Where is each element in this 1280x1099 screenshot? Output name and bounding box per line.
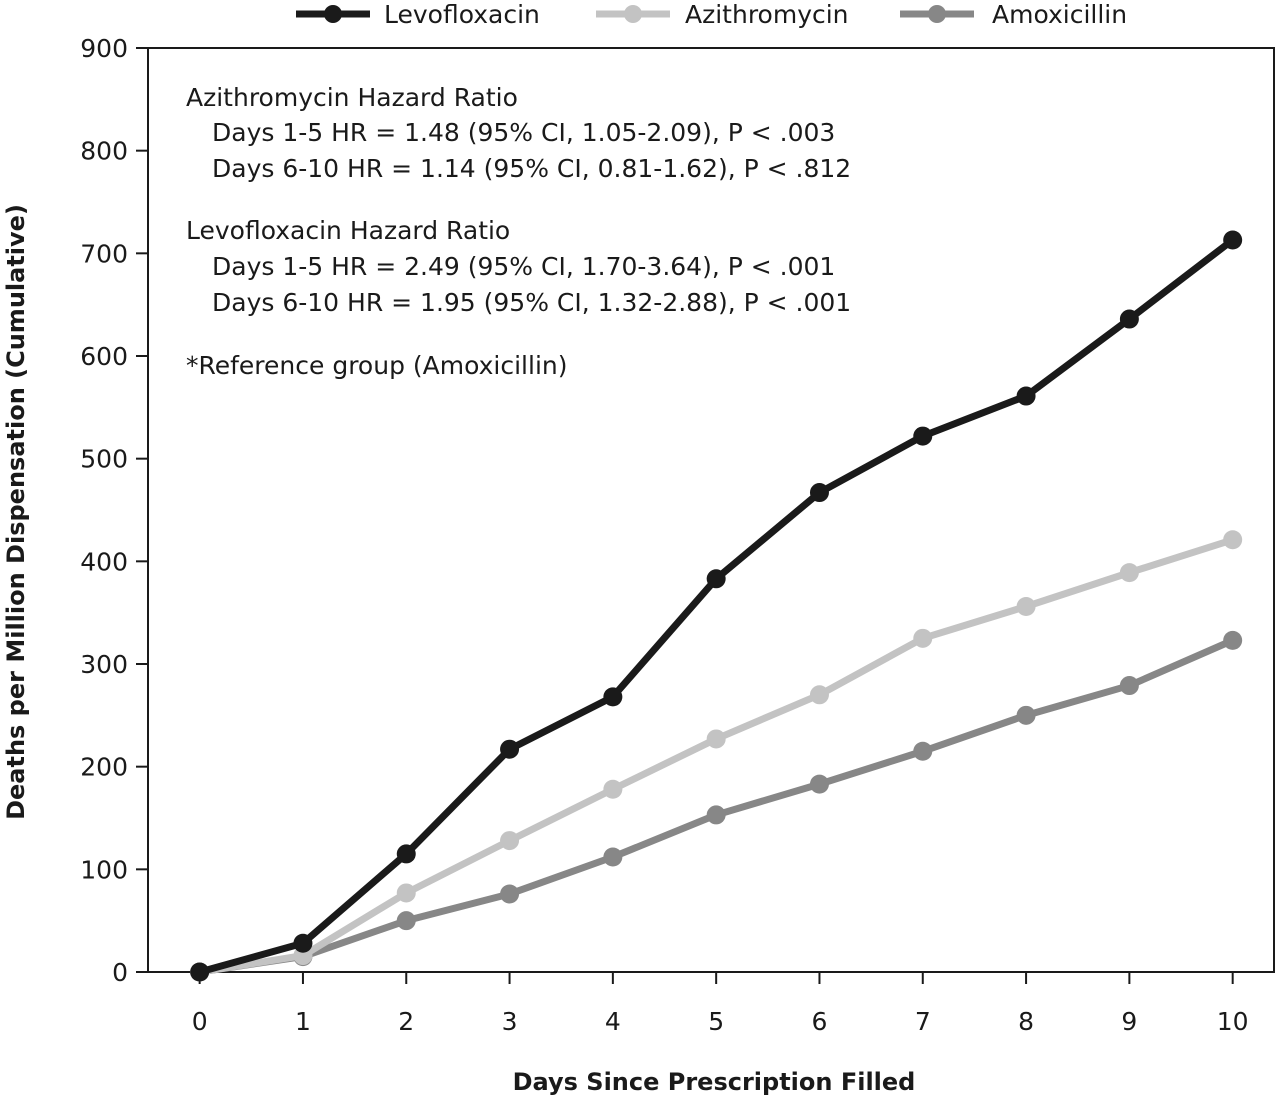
reference-group-note: *Reference group (Amoxicillin) — [186, 351, 568, 380]
legend-item-amoxicillin: Amoxicillin — [900, 0, 1127, 29]
legend: Levofloxacin Azithromycin Amoxicillin — [296, 0, 1127, 29]
azithromycin-hr-line2: Days 6-10 HR = 1.14 (95% CI, 0.81-1.62),… — [212, 154, 851, 183]
y-tick-label-200: 200 — [80, 753, 128, 782]
point-azithromycin-day-7 — [913, 628, 933, 648]
point-amoxicillin-day-2 — [396, 911, 416, 931]
legend-label-levofloxacin: Levofloxacin — [384, 0, 540, 29]
x-tick-label-7: 7 — [915, 1007, 931, 1036]
series-amoxicillin — [190, 630, 1243, 982]
y-tick-label-400: 400 — [80, 547, 128, 576]
y-tick-label-0: 0 — [112, 958, 128, 987]
y-tick-label-600: 600 — [80, 342, 128, 371]
point-levofloxacin-day-4 — [603, 687, 623, 707]
point-levofloxacin-day-2 — [396, 844, 416, 864]
point-levofloxacin-day-3 — [500, 739, 520, 759]
x-tick-label-2: 2 — [398, 1007, 414, 1036]
azithromycin-hr-line1: Days 1-5 HR = 1.48 (95% CI, 1.05-2.09), … — [212, 118, 835, 147]
y-tick-label-800: 800 — [80, 137, 128, 166]
x-axis: 0 1 2 3 4 5 6 7 8 9 10 — [192, 972, 1249, 1036]
point-levofloxacin-day-5 — [706, 569, 726, 589]
legend-item-azithromycin: Azithromycin — [596, 0, 849, 29]
y-tick-label-700: 700 — [80, 239, 128, 268]
point-amoxicillin-day-7 — [913, 741, 933, 761]
point-amoxicillin-day-5 — [706, 805, 726, 825]
levofloxacin-hr-line1: Days 1-5 HR = 2.49 (95% CI, 1.70-3.64), … — [212, 252, 835, 281]
line-levofloxacin — [196, 236, 1237, 976]
x-tick-label-1: 1 — [295, 1007, 311, 1036]
x-tick-label-8: 8 — [1018, 1007, 1034, 1036]
y-tick-label-300: 300 — [80, 650, 128, 679]
point-azithromycin-day-3 — [500, 831, 520, 851]
line-azithromycin — [196, 536, 1237, 976]
azithromycin-hr-title: Azithromycin Hazard Ratio — [186, 83, 518, 112]
point-azithromycin-day-5 — [706, 729, 726, 749]
y-axis-title: Deaths per Million Dispensation (Cumulat… — [2, 204, 30, 820]
point-levofloxacin-day-1 — [293, 933, 313, 953]
y-tick-label-900: 900 — [80, 34, 128, 63]
y-tick-label-100: 100 — [80, 855, 128, 884]
x-tick-label-0: 0 — [192, 1007, 208, 1036]
legend-marker-amoxicillin — [928, 5, 946, 23]
point-azithromycin-day-8 — [1016, 597, 1036, 617]
x-tick-label-10: 10 — [1217, 1007, 1249, 1036]
point-levofloxacin-day-9 — [1119, 309, 1139, 329]
point-amoxicillin-day-10 — [1223, 630, 1243, 650]
hazard-ratio-annotations: Azithromycin Hazard Ratio Days 1-5 HR = … — [186, 83, 851, 380]
series-layer — [190, 230, 1243, 982]
point-levofloxacin-day-6 — [809, 483, 829, 503]
point-azithromycin-day-9 — [1119, 563, 1139, 583]
point-amoxicillin-day-3 — [500, 884, 520, 904]
legend-marker-levofloxacin — [324, 5, 342, 23]
legend-label-azithromycin: Azithromycin — [685, 0, 849, 29]
legend-item-levofloxacin: Levofloxacin — [296, 0, 540, 29]
x-tick-label-9: 9 — [1121, 1007, 1137, 1036]
levofloxacin-hr-line2: Days 6-10 HR = 1.95 (95% CI, 1.32-2.88),… — [212, 288, 851, 317]
point-amoxicillin-day-9 — [1119, 676, 1139, 696]
point-amoxicillin-day-6 — [809, 774, 829, 794]
legend-marker-azithromycin — [624, 5, 642, 23]
point-levofloxacin-day-8 — [1016, 386, 1036, 406]
x-tick-label-5: 5 — [708, 1007, 724, 1036]
point-amoxicillin-day-8 — [1016, 705, 1036, 725]
x-tick-label-4: 4 — [605, 1007, 621, 1036]
levofloxacin-hr-title: Levofloxacin Hazard Ratio — [186, 216, 510, 245]
point-azithromycin-day-10 — [1223, 530, 1243, 550]
plot-frame — [147, 47, 1275, 973]
x-tick-label-6: 6 — [812, 1007, 828, 1036]
point-levofloxacin-day-0 — [190, 962, 210, 982]
point-azithromycin-day-4 — [603, 779, 623, 799]
y-tick-label-500: 500 — [80, 445, 128, 474]
legend-label-amoxicillin: Amoxicillin — [992, 0, 1127, 29]
y-axis: 0 100 200 300 400 500 600 700 800 900 — [80, 34, 148, 987]
x-axis-title: Days Since Prescription Filled — [513, 1068, 916, 1096]
point-levofloxacin-day-10 — [1223, 230, 1243, 250]
point-amoxicillin-day-4 — [603, 847, 623, 867]
series-levofloxacin — [190, 230, 1243, 982]
point-levofloxacin-day-7 — [913, 426, 933, 446]
point-azithromycin-day-6 — [809, 685, 829, 705]
x-tick-label-3: 3 — [502, 1007, 518, 1036]
point-azithromycin-day-2 — [396, 883, 416, 903]
series-azithromycin — [190, 530, 1243, 982]
